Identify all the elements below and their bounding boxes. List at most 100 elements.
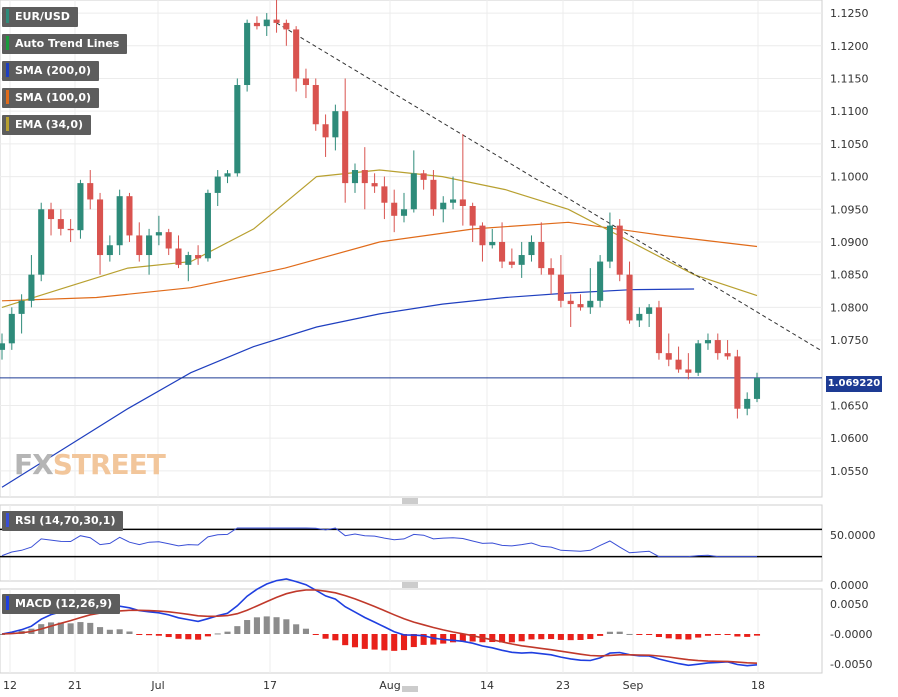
candle-body: [587, 300, 594, 308]
y-tick-label: 1.1200: [830, 40, 869, 53]
legend-swatch: [6, 36, 9, 50]
candle-body: [185, 255, 192, 265]
legend-trend[interactable]: Auto Trend Lines: [2, 34, 128, 54]
legend-symbol[interactable]: EUR/USD: [2, 7, 78, 27]
macd-histogram-bar: [646, 634, 653, 635]
x-tick-label: 21: [68, 679, 82, 692]
candle-body: [106, 245, 113, 256]
candle-body: [146, 235, 153, 256]
x-tick-label: Jul: [150, 679, 164, 692]
candle-body: [47, 209, 55, 220]
macd-histogram-bar: [351, 634, 359, 648]
candle-body: [155, 232, 162, 236]
legend-sma100[interactable]: SMA (100,0): [2, 88, 100, 108]
x-tick-label: Aug: [379, 679, 400, 692]
macd-histogram-bar: [489, 634, 496, 643]
x-tick-label: Sep: [623, 679, 644, 692]
axes: 1.1250 1.1200 1.1150 1.1100 1.1050 1.1000 1.09…: [3, 7, 876, 692]
macd-histogram-bar: [753, 634, 761, 636]
candle-body: [469, 205, 476, 226]
macd-histogram-bar: [744, 634, 751, 637]
candle-body: [28, 274, 35, 301]
candle-body: [646, 307, 653, 314]
candle-body: [244, 22, 251, 86]
macd-histogram-bar: [214, 633, 221, 635]
price-frame: [0, 0, 823, 498]
macd-histogram-bar: [606, 631, 613, 634]
candle-body: [557, 274, 564, 301]
y-tick-label: 1.0850: [830, 269, 869, 282]
candle-body: [753, 377, 761, 399]
macd-histogram-bar: [126, 631, 133, 634]
ema34-line: [1, 169, 758, 308]
legend-swatch: [6, 9, 9, 23]
candle-body: [322, 124, 329, 138]
legend-ema34[interactable]: EMA (34,0): [2, 115, 91, 135]
macd-histogram-bar: [685, 634, 692, 640]
sma100-line: [1, 221, 758, 302]
candle-body: [351, 170, 359, 184]
x-tick-label: 18: [751, 679, 765, 692]
candle-body: [18, 300, 25, 314]
candle-body: [499, 241, 506, 262]
macd-histogram-bar: [704, 634, 712, 636]
sma200-line: [1, 288, 695, 488]
candle-body: [273, 19, 280, 23]
candle-body: [626, 274, 633, 321]
candle-body: [548, 268, 555, 275]
rsi-pane: [0, 527, 822, 558]
macd-histogram-bar: [97, 627, 104, 634]
macd-tick-label: -0.0050: [830, 658, 872, 671]
macd-histogram-bar: [136, 634, 143, 635]
macd-histogram-bar: [273, 617, 280, 634]
candle-body: [263, 19, 270, 27]
candle-body: [165, 232, 172, 249]
candle-body: [116, 196, 123, 246]
candle-body: [479, 225, 486, 246]
candle-body: [440, 202, 447, 210]
legend-swatch: [6, 90, 9, 104]
macd-histogram-bar: [381, 634, 388, 651]
macd-histogram-bar: [714, 634, 721, 636]
candle-body: [204, 192, 211, 259]
macd-histogram-bar: [185, 634, 192, 640]
legend-sma200-label: SMA (200,0): [15, 64, 92, 77]
candle-body: [655, 307, 662, 354]
legend-rsi[interactable]: RSI (14,70,30,1): [2, 511, 124, 531]
candle-body: [77, 183, 84, 231]
macd-histogram-bar: [224, 631, 231, 634]
legend-sma200[interactable]: SMA (200,0): [2, 61, 100, 81]
fxstreet-logo: FXSTREET: [14, 448, 166, 481]
macd-histogram-bar: [499, 634, 506, 643]
macd-histogram-bar: [195, 634, 202, 640]
macd-histogram-bar: [106, 629, 113, 634]
y-tick-label: 1.0950: [830, 203, 869, 216]
rsi-frame: [0, 504, 823, 582]
macd-histogram-bar: [410, 634, 417, 648]
macd-histogram-bar: [204, 634, 211, 637]
macd-histogram-bar: [47, 622, 55, 634]
macd-histogram-bar: [400, 634, 408, 651]
candle-body: [371, 183, 378, 187]
rsi-line: [1, 527, 757, 558]
macd-histogram-bar: [518, 634, 525, 642]
candle-body: [312, 85, 319, 125]
macd-histogram-bar: [577, 634, 584, 640]
candle-body: [342, 111, 349, 184]
candle-body: [97, 199, 104, 256]
macd-histogram-bar: [283, 619, 290, 634]
y-tick-label: 1.1250: [830, 7, 869, 20]
legend-trend-label: Auto Trend Lines: [15, 37, 120, 50]
x-tick-label: 17: [263, 679, 277, 692]
y-tick-label: 1.1050: [830, 138, 869, 151]
x-tick-label: 23: [556, 679, 570, 692]
macd-histogram-bar: [322, 634, 329, 639]
legend-macd[interactable]: MACD (12,26,9): [2, 594, 121, 614]
candle-body: [508, 261, 515, 265]
candle-body: [0, 343, 6, 350]
candle-body: [577, 304, 584, 308]
candle-body: [606, 225, 613, 262]
candle-body: [283, 22, 290, 30]
candle-body: [253, 22, 260, 27]
y-tick-label: 1.0900: [830, 236, 869, 249]
